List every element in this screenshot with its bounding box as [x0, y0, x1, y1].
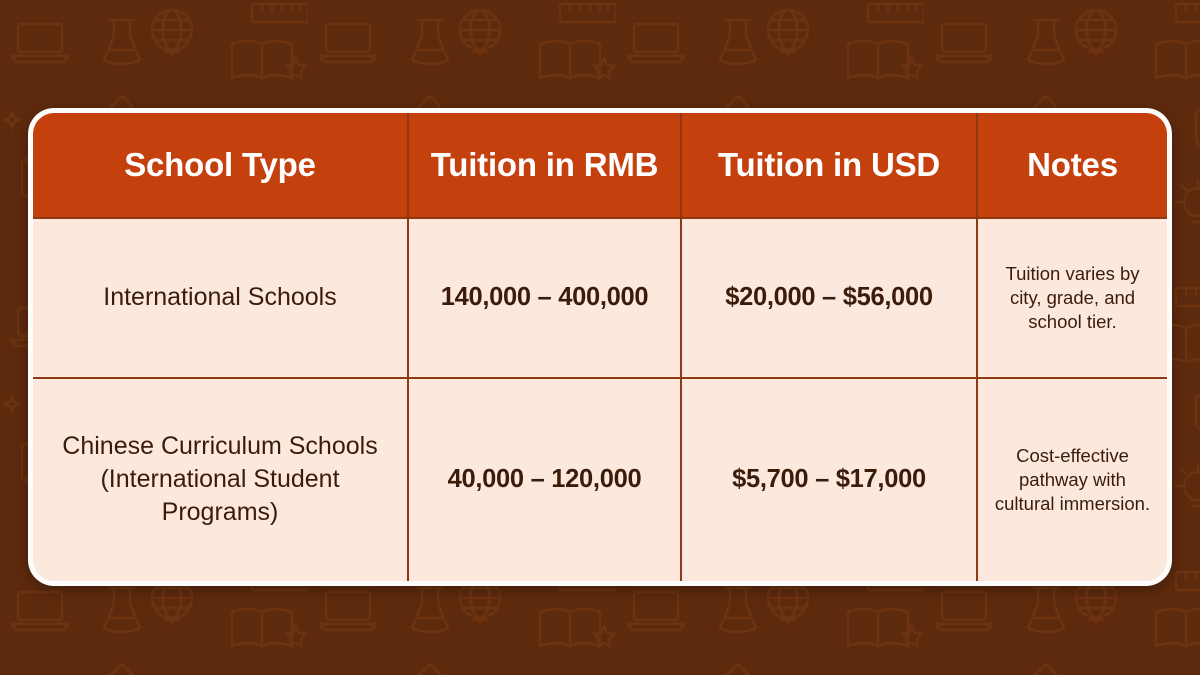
cell-notes: Tuition varies by city, grade, and schoo… [977, 217, 1167, 378]
table-header: School Type Tuition in RMB Tuition in US… [33, 113, 1167, 218]
column-header-tuition-usd: Tuition in USD [681, 113, 978, 218]
cell-tuition-usd: $5,700 – $17,000 [681, 376, 978, 581]
header-row: School Type Tuition in RMB Tuition in US… [33, 113, 1167, 218]
table-row: Chinese Curriculum Schools (Internationa… [33, 376, 1167, 581]
cell-school-type: Chinese Curriculum Schools (Internationa… [33, 376, 409, 581]
cell-tuition-usd: $20,000 – $56,000 [681, 217, 978, 378]
column-header-notes: Notes [977, 113, 1167, 218]
tuition-table-card: School Type Tuition in RMB Tuition in US… [28, 108, 1172, 586]
cell-notes: Cost-effective pathway with cultural imm… [977, 376, 1167, 581]
tuition-comparison-table: School Type Tuition in RMB Tuition in US… [33, 113, 1167, 581]
column-header-tuition-rmb: Tuition in RMB [408, 113, 682, 218]
column-header-school-type: School Type [33, 113, 409, 218]
cell-school-type: International Schools [33, 217, 409, 378]
table-row: International Schools 140,000 – 400,000 … [33, 217, 1167, 378]
cell-tuition-rmb: 140,000 – 400,000 [408, 217, 682, 378]
cell-tuition-rmb: 40,000 – 120,000 [408, 376, 682, 581]
table-body: International Schools 140,000 – 400,000 … [33, 217, 1167, 581]
